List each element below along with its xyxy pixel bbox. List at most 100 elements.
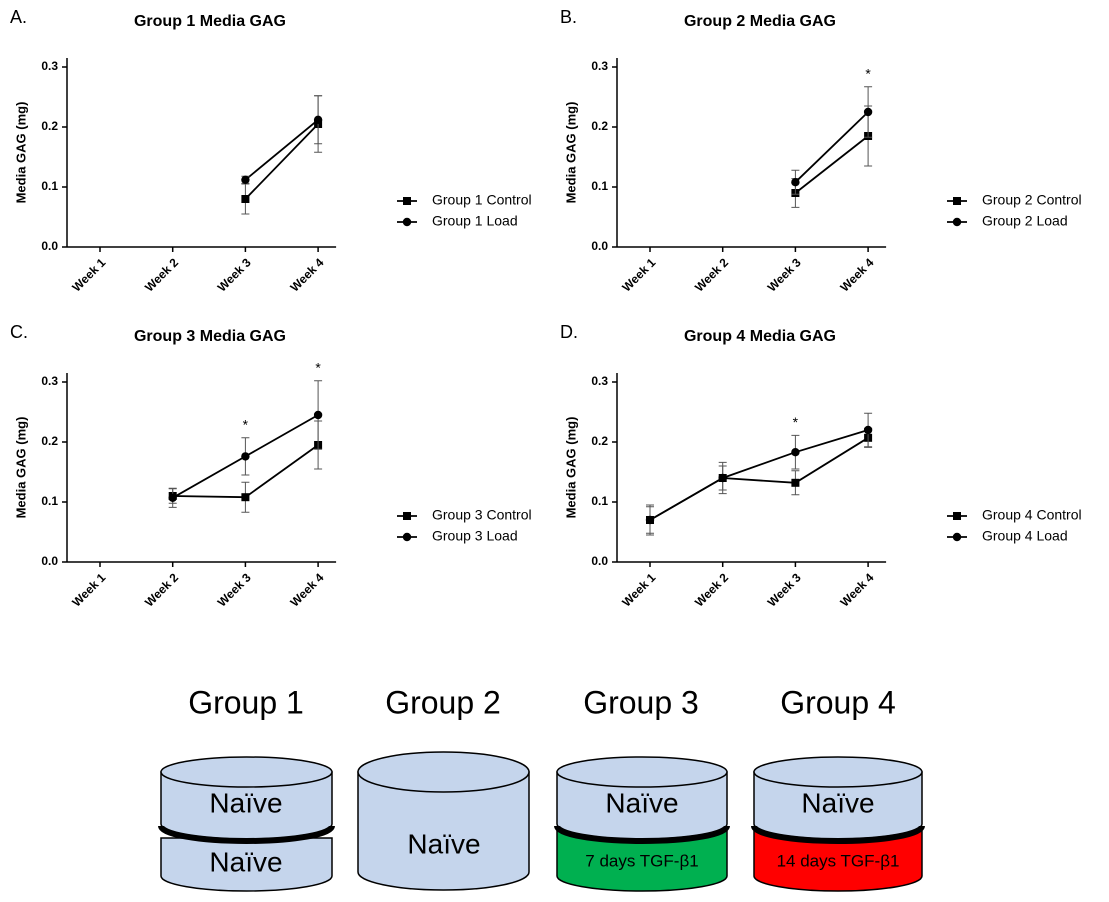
legend-marker — [403, 197, 411, 205]
layer-label: Naïve — [209, 787, 282, 818]
y-tick-label: 0.2 — [591, 434, 608, 448]
x-tick-label: Week 1 — [69, 570, 108, 609]
data-point — [863, 107, 873, 117]
cylinder-body — [556, 829, 728, 892]
layer-label: Naïve — [209, 846, 282, 877]
series-line — [794, 135, 869, 194]
chart-panel: C. Group 3 Media GAG Media GAG (mg) 0.0 0.1 0… — [10, 322, 532, 610]
chart-title: Group 4 Media GAG — [684, 328, 836, 345]
layer-label: 14 days TGF-β1 — [777, 851, 900, 870]
y-tick-label: 0.0 — [591, 554, 608, 568]
legend-label: Group 4 Load — [982, 528, 1068, 544]
data-point — [645, 515, 655, 525]
data-point — [168, 493, 177, 502]
cylinder-body — [357, 771, 530, 891]
y-tick-label: 0.0 — [41, 239, 58, 253]
layer-divider — [554, 825, 730, 844]
significance-mark: * — [243, 417, 249, 433]
legend-marker — [953, 512, 961, 520]
legend-marker — [952, 217, 962, 227]
data-point — [791, 478, 800, 487]
x-tick-label: Week 3 — [765, 255, 804, 294]
x-tick-label: Week 4 — [287, 255, 326, 294]
y-tick-label: 0.2 — [41, 119, 58, 133]
series-line — [244, 123, 319, 200]
x-tick-label: Week 4 — [837, 255, 876, 294]
legend-label: Group 3 Load — [432, 528, 518, 544]
legend-label: Group 2 Control — [982, 192, 1082, 208]
series-line — [244, 119, 319, 181]
y-axis-label: Media GAG (mg) — [563, 102, 578, 204]
x-tick-label: Week 2 — [142, 255, 181, 294]
cylinder-top — [357, 751, 530, 793]
legend-marker — [402, 217, 412, 227]
group-label: Group 3 — [583, 684, 699, 720]
chart-title: Group 2 Media GAG — [684, 13, 836, 30]
group-label: Group 2 — [385, 684, 501, 720]
y-tick-label: 0.3 — [41, 59, 58, 73]
panel-label: A. — [10, 7, 27, 27]
x-tick-label: Week 1 — [69, 255, 108, 294]
x-tick-label: Week 4 — [287, 570, 326, 609]
chart-panel: A. Group 1 Media GAG Media GAG (mg) 0.0 0.1 0… — [10, 7, 532, 295]
y-axis-label: Media GAG (mg) — [13, 102, 28, 204]
data-point — [241, 195, 250, 203]
layer-label: Naïve — [801, 787, 874, 818]
cylinder-body — [753, 829, 923, 892]
panel-label: D. — [560, 322, 578, 342]
x-tick-label: Week 3 — [215, 255, 254, 294]
y-tick-label: 0.0 — [41, 554, 58, 568]
legend-label: Group 2 Load — [982, 213, 1068, 229]
chart-panel: B. Group 2 Media GAG Media GAG (mg) 0.0 0.1 0… — [560, 7, 1082, 295]
data-point — [241, 175, 250, 184]
chart-title: Group 3 Media GAG — [134, 328, 286, 345]
charts: A. Group 1 Media GAG Media GAG (mg) 0.0 0.1 0… — [10, 7, 1082, 610]
legend-marker — [952, 532, 962, 542]
y-tick-label: 0.0 — [591, 239, 608, 253]
data-point — [241, 452, 250, 461]
layer-label: 7 days TGF-β1 — [585, 851, 698, 870]
layer-label: Naïve — [407, 828, 480, 859]
data-point — [791, 448, 800, 457]
chart-title: Group 1 Media GAG — [134, 13, 286, 30]
group-label: Group 4 — [780, 684, 896, 720]
cylinder-top — [160, 756, 333, 788]
diagram: Group 1 Naïve Naïve Group 2 Naïve Group … — [158, 684, 925, 892]
layer-divider — [158, 825, 335, 844]
data-point — [241, 493, 250, 502]
panel-label: C. — [10, 322, 28, 342]
data-point — [718, 473, 727, 483]
series-line — [649, 437, 869, 521]
y-axis-label: Media GAG (mg) — [563, 417, 578, 519]
group-label: Group 1 — [188, 684, 304, 720]
y-tick-label: 0.3 — [591, 374, 608, 388]
y-tick-label: 0.1 — [41, 179, 58, 193]
legend-label: Group 3 Control — [432, 507, 532, 523]
data-point — [863, 425, 873, 435]
y-tick-label: 0.1 — [591, 494, 608, 508]
x-tick-label: Week 1 — [619, 570, 658, 609]
data-point — [791, 178, 800, 187]
x-tick-label: Week 3 — [215, 570, 254, 609]
x-tick-label: Week 2 — [142, 570, 181, 609]
data-point — [313, 410, 323, 420]
y-axis-label: Media GAG (mg) — [13, 417, 28, 519]
y-tick-label: 0.1 — [41, 494, 58, 508]
layer-label: Naïve — [605, 787, 678, 818]
y-tick-label: 0.3 — [591, 59, 608, 73]
panel-label: B. — [560, 7, 577, 27]
series-line — [649, 429, 869, 521]
legend-label: Group 1 Load — [432, 213, 518, 229]
significance-mark: * — [865, 66, 871, 82]
y-tick-label: 0.2 — [41, 434, 58, 448]
significance-mark: * — [315, 360, 321, 376]
y-tick-label: 0.1 — [591, 179, 608, 193]
legend-marker — [953, 197, 961, 205]
cylinder-body — [160, 837, 333, 892]
series-line — [794, 111, 869, 183]
legend-marker — [403, 512, 411, 520]
cylinder-top — [753, 756, 923, 788]
legend-label: Group 1 Control — [432, 192, 532, 208]
cylinder-top — [556, 756, 728, 788]
legend-marker — [402, 532, 412, 542]
